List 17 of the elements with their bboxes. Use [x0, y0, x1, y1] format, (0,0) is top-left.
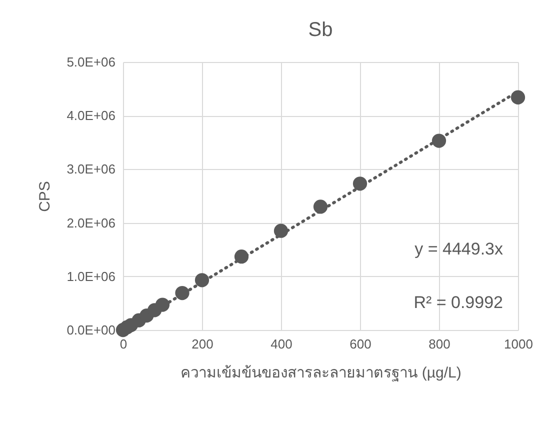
x-axis-title: ความเข้มข้นของสารละลายมาตรฐาน (µg/L): [180, 364, 462, 382]
x-tick-label: 1000: [504, 336, 533, 352]
x-tick-label: 400: [270, 336, 292, 352]
y-tick-label: 3.0E+06: [66, 162, 116, 177]
y-tick-label: 2.0E+06: [66, 215, 116, 230]
annotation: y = 4449.3x: [414, 240, 504, 259]
x-tick-label: 600: [350, 336, 372, 352]
y-tick-label: 1.0E+06: [66, 268, 116, 284]
chart-title: Sb: [308, 19, 333, 41]
y-tick-label: 5.0E+06: [66, 54, 116, 70]
y-tick-label: 0.0E+00: [66, 322, 116, 338]
y-axis-title: CPS: [36, 181, 54, 212]
y-tick-label: 4.0E+06: [66, 108, 116, 124]
x-tick-label: 0: [120, 336, 128, 352]
x-tick-label: 800: [428, 336, 450, 352]
annotation: R² = 0.9992: [414, 293, 503, 312]
x-tick-label: 200: [192, 336, 214, 352]
